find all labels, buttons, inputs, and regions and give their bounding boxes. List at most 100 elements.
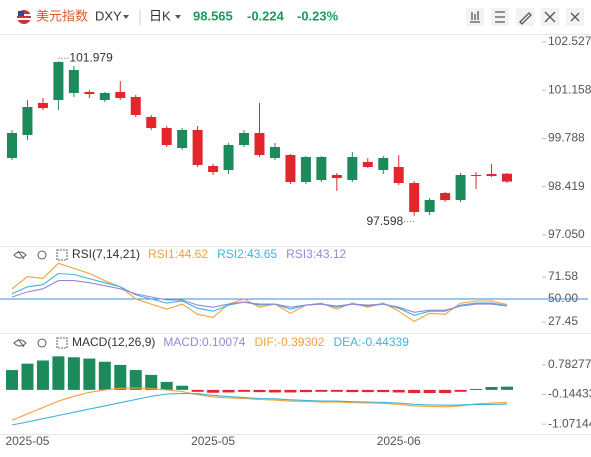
legend-value: -0.39302 [277, 335, 325, 349]
pane-title: MACD(12,26,9) [72, 335, 155, 349]
macd-bar [454, 389, 467, 392]
candle-body [424, 199, 435, 212]
indicator-icon[interactable] [56, 249, 68, 261]
candle-body [331, 175, 342, 179]
legend-value: 0.10074 [202, 335, 246, 349]
macd-bar [408, 389, 421, 394]
candle-body [130, 96, 141, 115]
legend-name: MACD: [163, 335, 202, 349]
hide-icon[interactable] [13, 250, 27, 260]
y-tick-label: 50.00 [548, 291, 578, 305]
rsi-line [11, 262, 508, 323]
symbol[interactable]: DXY [95, 8, 122, 23]
candle-body [347, 157, 358, 180]
legend-value: 44.62 [178, 247, 208, 261]
flag-icon [17, 10, 31, 24]
legend-value: 43.65 [247, 247, 277, 261]
macd-bar [501, 386, 513, 390]
candle-body [68, 69, 79, 93]
macd-bar [129, 370, 142, 390]
candle-body [254, 133, 265, 155]
legend-name: RSI3: [286, 247, 316, 261]
y-tick-label: 27.45 [548, 314, 578, 328]
settings-icon[interactable] [37, 338, 47, 348]
candle-body [502, 173, 512, 182]
candle-body [99, 92, 110, 100]
legend-name: DEA: [333, 335, 361, 349]
low-annotation: 97.598 [366, 214, 403, 228]
instrument-name[interactable]: 美元指数 [36, 8, 88, 23]
candle-body [192, 129, 203, 166]
fullscreen-button[interactable] [541, 8, 559, 26]
indicator-icon[interactable] [56, 337, 68, 349]
y-tick-label: 99.788 [548, 131, 585, 145]
macd-line [11, 387, 508, 421]
candle-body [177, 129, 188, 148]
macd-bar [21, 363, 34, 390]
draw-button[interactable] [516, 8, 534, 26]
candle-body [223, 144, 234, 171]
macd-bar [392, 389, 405, 393]
macd-bar [485, 387, 498, 390]
candle-body [440, 192, 451, 200]
candle-body [84, 91, 95, 95]
candle-body [316, 157, 327, 180]
period[interactable]: 日K [149, 8, 171, 23]
legend-name: RSI2: [217, 247, 247, 261]
macd-bar [470, 388, 483, 390]
macd-bar [98, 361, 111, 390]
y-tick-label: 71.58 [548, 269, 578, 283]
macd-bar [83, 358, 96, 390]
macd-bar [67, 357, 80, 390]
candle-body [409, 183, 420, 212]
candle-body [269, 146, 280, 158]
x-tick-label: 2025-06 [377, 434, 421, 448]
macd-bar [439, 389, 452, 394]
rsi-line [11, 272, 508, 316]
macd-bar [377, 389, 390, 393]
x-tick-label: 2025-05 [5, 434, 49, 448]
candle-body [486, 174, 497, 176]
y-tick-label: 97.050 [548, 227, 585, 241]
rsi-line [11, 280, 508, 313]
macd-bar [176, 385, 189, 390]
settings-button[interactable] [491, 8, 509, 26]
hide-icon[interactable] [13, 338, 27, 348]
y-tick-label: -0.14433 [548, 387, 591, 401]
high-annotation: 101.979 [69, 50, 113, 64]
macd-bar [145, 374, 158, 390]
close-button[interactable] [566, 8, 584, 26]
legend-name: RSI1: [148, 247, 178, 261]
y-tick-label: -1.07144 [548, 416, 591, 430]
macd-bar [330, 389, 343, 392]
macd-bar [315, 389, 328, 392]
macd-bar [361, 389, 374, 393]
macd-bar [268, 389, 281, 393]
candle-body [285, 154, 296, 182]
macd-bar [238, 389, 251, 392]
indicator-button[interactable] [466, 8, 484, 26]
candle-body [378, 157, 389, 171]
candle-body [53, 61, 64, 100]
macd-bar [160, 381, 173, 390]
dropdown-arrow[interactable] [175, 15, 181, 19]
price: 98.565 [193, 8, 233, 23]
y-tick-label: 102.527 [548, 34, 591, 48]
macd-bar [52, 356, 65, 390]
candle-body [115, 91, 126, 98]
candle-body [7, 133, 17, 158]
settings-icon[interactable] [37, 250, 47, 260]
change-percent: -0.23% [297, 8, 339, 23]
candle-body [471, 175, 482, 177]
y-tick-label: 101.158 [548, 82, 591, 96]
candle-body [146, 116, 157, 129]
candle-body [208, 165, 219, 172]
legend-name: DIF: [254, 335, 277, 349]
macd-bar [207, 389, 220, 393]
candle-body [455, 175, 466, 200]
dropdown-arrow[interactable] [123, 15, 129, 19]
macd-line [11, 392, 508, 426]
macd-bar [299, 389, 312, 393]
